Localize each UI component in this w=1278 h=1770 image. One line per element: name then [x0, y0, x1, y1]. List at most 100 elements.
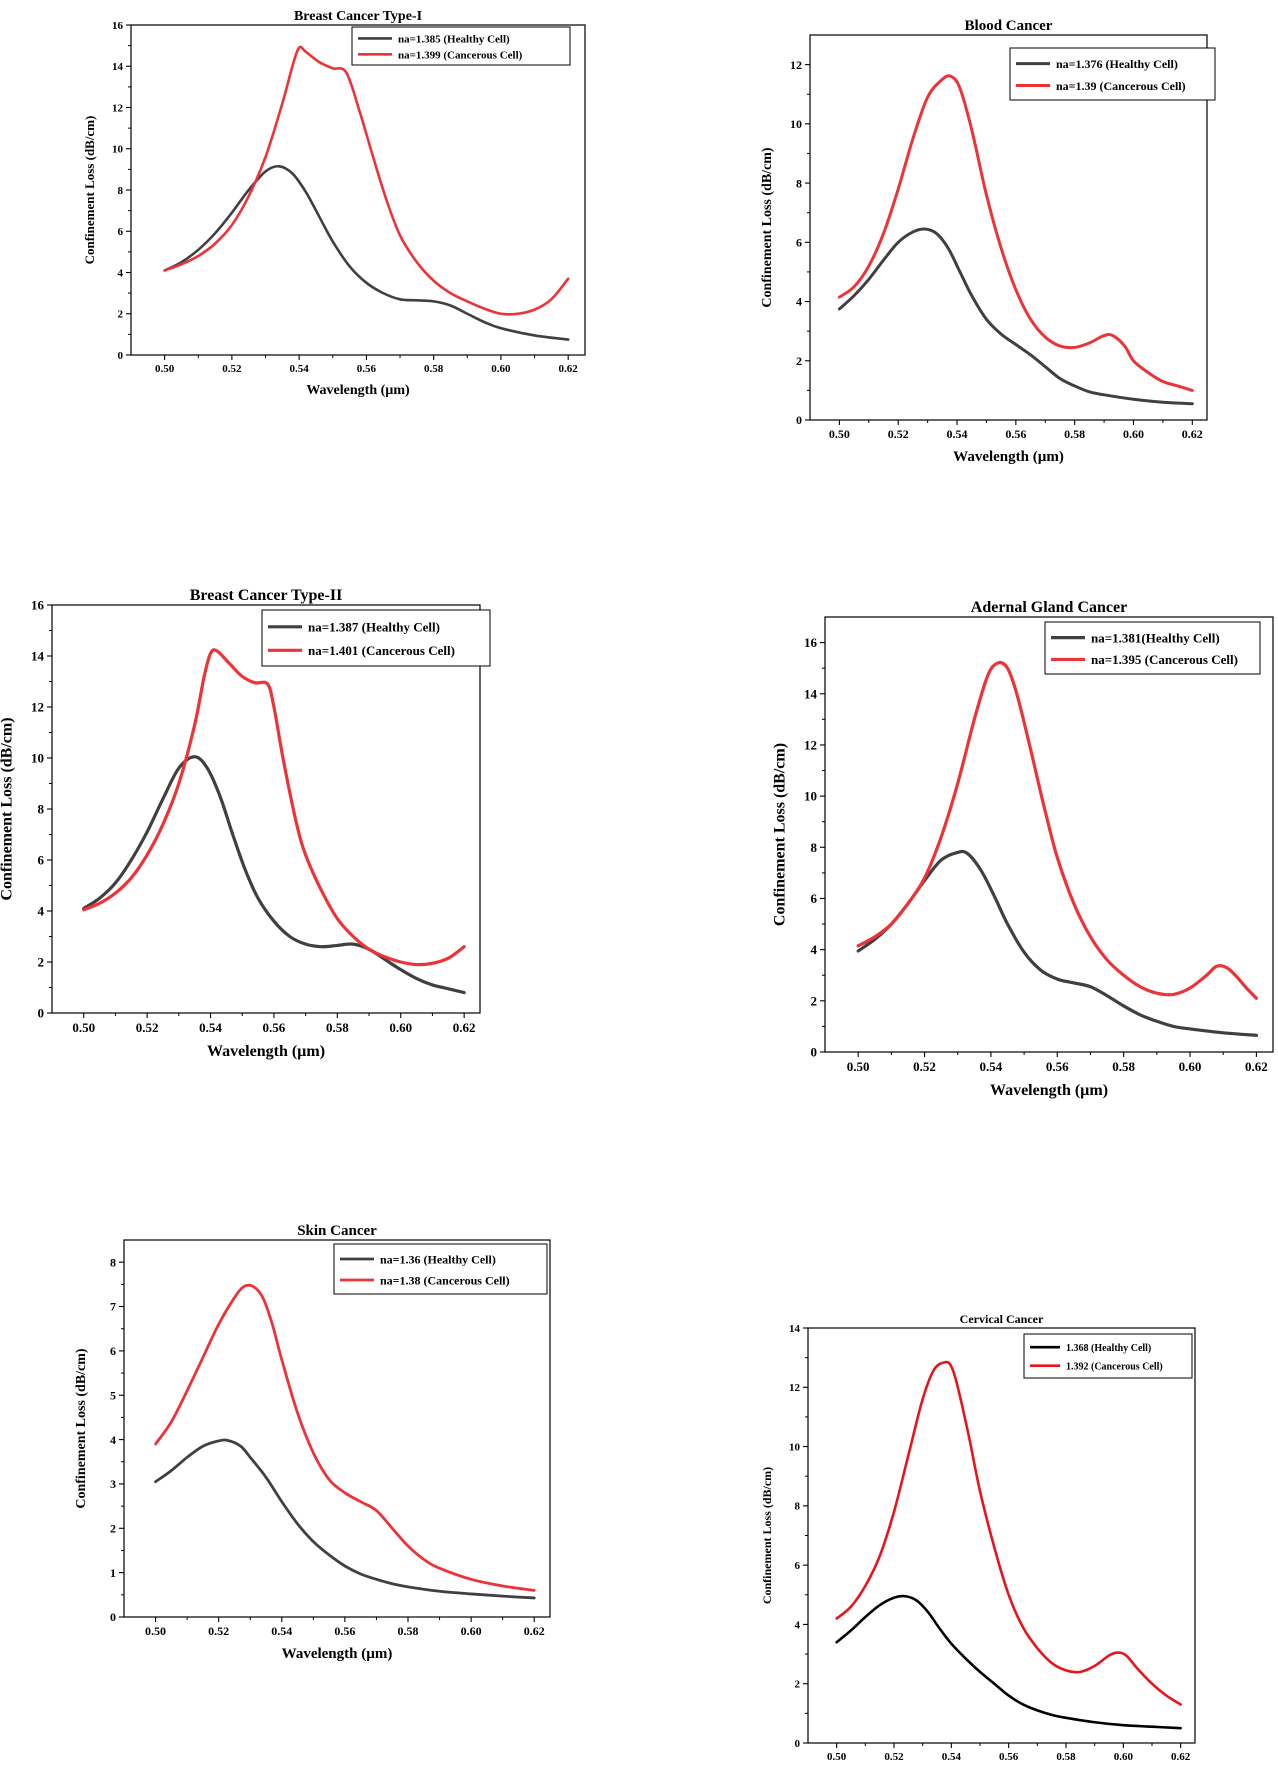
x-tick-label: 0.60: [461, 1624, 482, 1638]
x-tick-label: 0.56: [263, 1020, 286, 1035]
x-tick-label: 0.50: [847, 1059, 870, 1074]
chart-1: Breast Cancer Type-I 0.50 0.52 0.54 0.56 0.58…: [82, 9, 586, 398]
plot-frame: [809, 34, 1208, 421]
y-tick-label: 5: [110, 1388, 116, 1402]
x-tick-label: 0.60: [389, 1020, 412, 1035]
y-tick-label: 4: [38, 904, 45, 919]
legend-label: na=1.39 (Cancerous Cell): [1056, 79, 1186, 93]
y-tick-label: 2: [811, 993, 818, 1008]
x-tick-label: 0.56: [999, 1751, 1019, 1763]
y-tick-label: 8: [110, 1255, 116, 1269]
x-tick-label: 0.62: [1182, 427, 1203, 441]
y-tick-label: 10: [31, 751, 44, 766]
y-tick-label: 4: [795, 1619, 801, 1631]
chart-title: Blood Cancer: [965, 18, 1053, 34]
cancerous-series-line: [82, 648, 466, 967]
legend-box: [333, 1243, 548, 1295]
chart-title: Breast Cancer Type-I: [294, 9, 422, 24]
y-tick-label: 1: [110, 1566, 116, 1580]
y-tick-label: 12: [804, 737, 817, 752]
y-tick-label: 12: [112, 102, 124, 114]
healthy-series-line: [82, 755, 466, 995]
y-tick-label: 8: [795, 1501, 801, 1513]
x-tick-label: 0.56: [357, 363, 377, 375]
x-tick-label: 0.60: [1179, 1059, 1202, 1074]
cancerous-series-line: [154, 1283, 536, 1592]
y-tick-label: 8: [38, 802, 45, 817]
y-tick-label: 6: [811, 891, 818, 906]
y-tick-label: 10: [789, 1441, 801, 1453]
legend-label: na=1.36 (Healthy Cell): [380, 1252, 496, 1266]
legend-label: 1.368 (Healthy Cell): [1066, 1343, 1151, 1354]
x-axis-label: Wavelength (µm): [207, 1043, 325, 1060]
x-axis-label: Wavelength (µm): [990, 1082, 1108, 1099]
x-tick-label: 0.58: [1056, 1751, 1076, 1763]
y-axis-label: Confinement Loss (dB/cm): [760, 1467, 774, 1604]
y-tick-label: 4: [796, 295, 802, 309]
y-axis-label: Confinement Loss (dB/cm): [760, 147, 775, 308]
x-tick-label: 0.58: [424, 363, 444, 375]
y-tick-label: 14: [789, 1323, 801, 1335]
y-tick-label: 14: [112, 61, 124, 73]
chart-4: Adernal Gland Cancer 0.50 0.52 0.54 0.56 0.58…: [771, 599, 1274, 1099]
legend-label: na=1.381(Healthy Cell): [1091, 630, 1220, 645]
y-tick-label: 0: [38, 1006, 45, 1021]
y-tick-label: 0: [811, 1045, 818, 1060]
chart-title: Adernal Gland Cancer: [971, 599, 1127, 616]
y-tick-label: 6: [795, 1560, 801, 1572]
y-tick-label: 6: [118, 226, 124, 238]
x-tick-label: 0.56: [1005, 427, 1026, 441]
legend-label: na=1.395 (Cancerous Cell): [1091, 652, 1238, 667]
y-tick-label: 12: [790, 58, 802, 72]
x-tick-label: 0.62: [1171, 1751, 1191, 1763]
chart-3: Breast Cancer Type-II 0.50 0.52 0.54 0.56 0.5…: [0, 587, 491, 1060]
chart-6: Cervical Cancer 0.50 0.52 0.54 0.56 0.58 0.60 0…: [760, 1312, 1196, 1770]
legend-box: [1044, 621, 1261, 675]
y-tick-label: 4: [110, 1433, 116, 1447]
healthy-series-line: [163, 164, 570, 341]
cancerous-series-line: [163, 45, 570, 316]
y-axis-label: Confinement Loss (dB/cm): [74, 1348, 89, 1509]
legend-label: na=1.399 (Cancerous Cell): [398, 49, 523, 61]
legend-label: na=1.376 (Healthy Cell): [1056, 57, 1178, 71]
legend-box: [351, 26, 571, 66]
x-tick-label: 0.50: [829, 427, 850, 441]
x-tick-label: 0.52: [208, 1624, 229, 1638]
x-tick-label: 0.52: [913, 1059, 936, 1074]
y-tick-label: 2: [118, 309, 124, 321]
y-tick-label: 3: [110, 1477, 116, 1491]
chart-title: Skin Cancer: [297, 1223, 377, 1239]
y-tick-label: 6: [38, 853, 45, 868]
x-tick-label: 0.62: [453, 1020, 476, 1035]
legend-label: na=1.401 (Cancerous Cell): [308, 643, 455, 658]
y-tick-label: 10: [790, 117, 802, 131]
x-tick-label: 0.54: [947, 427, 968, 441]
y-tick-label: 0: [795, 1738, 801, 1750]
healthy-series-line: [837, 227, 1194, 406]
healthy-series-line: [856, 849, 1259, 1037]
y-tick-label: 2: [38, 955, 45, 970]
y-tick-label: 0: [796, 413, 802, 427]
x-tick-label: 0.52: [888, 427, 909, 441]
legend-label: na=1.387 (Healthy Cell): [308, 619, 440, 634]
x-tick-label: 0.58: [326, 1020, 349, 1035]
y-tick-label: 6: [796, 236, 802, 250]
y-tick-label: 8: [811, 840, 818, 855]
x-tick-label: 0.62: [1245, 1059, 1268, 1074]
x-tick-label: 0.58: [398, 1624, 419, 1638]
y-tick-label: 2: [796, 354, 802, 368]
x-tick-label: 0.54: [980, 1059, 1003, 1074]
y-tick-label: 2: [110, 1521, 116, 1535]
cancerous-series-line: [835, 1360, 1182, 1706]
y-tick-label: 8: [118, 185, 124, 197]
x-tick-label: 0.52: [136, 1020, 159, 1035]
plot-frame: [123, 1239, 551, 1618]
y-tick-label: 14: [31, 649, 45, 664]
legend-box: [1023, 1333, 1193, 1379]
y-tick-label: 16: [804, 635, 818, 650]
cancerous-series-line: [856, 660, 1259, 1000]
y-tick-label: 10: [112, 144, 124, 156]
y-tick-label: 10: [804, 789, 817, 804]
x-tick-label: 0.54: [290, 363, 310, 375]
x-tick-label: 0.50: [72, 1020, 95, 1035]
